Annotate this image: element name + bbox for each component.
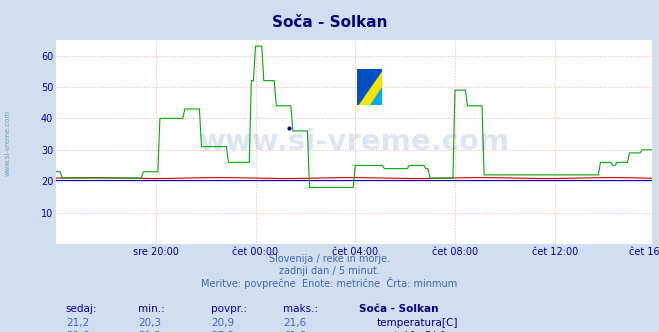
Text: povpr.:: povpr.: [211,304,247,314]
Polygon shape [357,69,382,105]
Text: maks.:: maks.: [283,304,318,314]
Text: 61,8: 61,8 [283,331,306,332]
Text: pretok[m3/s]: pretok[m3/s] [377,331,445,332]
Polygon shape [370,87,382,105]
Text: 20,3: 20,3 [138,318,161,328]
Text: www.si-vreme.com: www.si-vreme.com [198,128,510,156]
Text: 21,2: 21,2 [138,331,161,332]
Text: www.si-vreme.com: www.si-vreme.com [5,110,11,176]
Text: Slovenija / reke in morje.: Slovenija / reke in morje. [269,254,390,264]
Text: 21,2: 21,2 [66,318,89,328]
Polygon shape [357,69,382,105]
Text: Soča - Solkan: Soča - Solkan [359,304,439,314]
Text: temperatura[C]: temperatura[C] [377,318,459,328]
Text: sedaj:: sedaj: [66,304,98,314]
Text: min.:: min.: [138,304,165,314]
Text: 27,2: 27,2 [211,331,234,332]
Text: 20,9: 20,9 [211,318,234,328]
Text: 21,6: 21,6 [283,318,306,328]
Text: 29,6: 29,6 [66,331,89,332]
Text: zadnji dan / 5 minut.: zadnji dan / 5 minut. [279,266,380,276]
Text: Soča - Solkan: Soča - Solkan [272,15,387,30]
Text: Meritve: povprečne  Enote: metrične  Črta: minmum: Meritve: povprečne Enote: metrične Črta:… [202,277,457,289]
